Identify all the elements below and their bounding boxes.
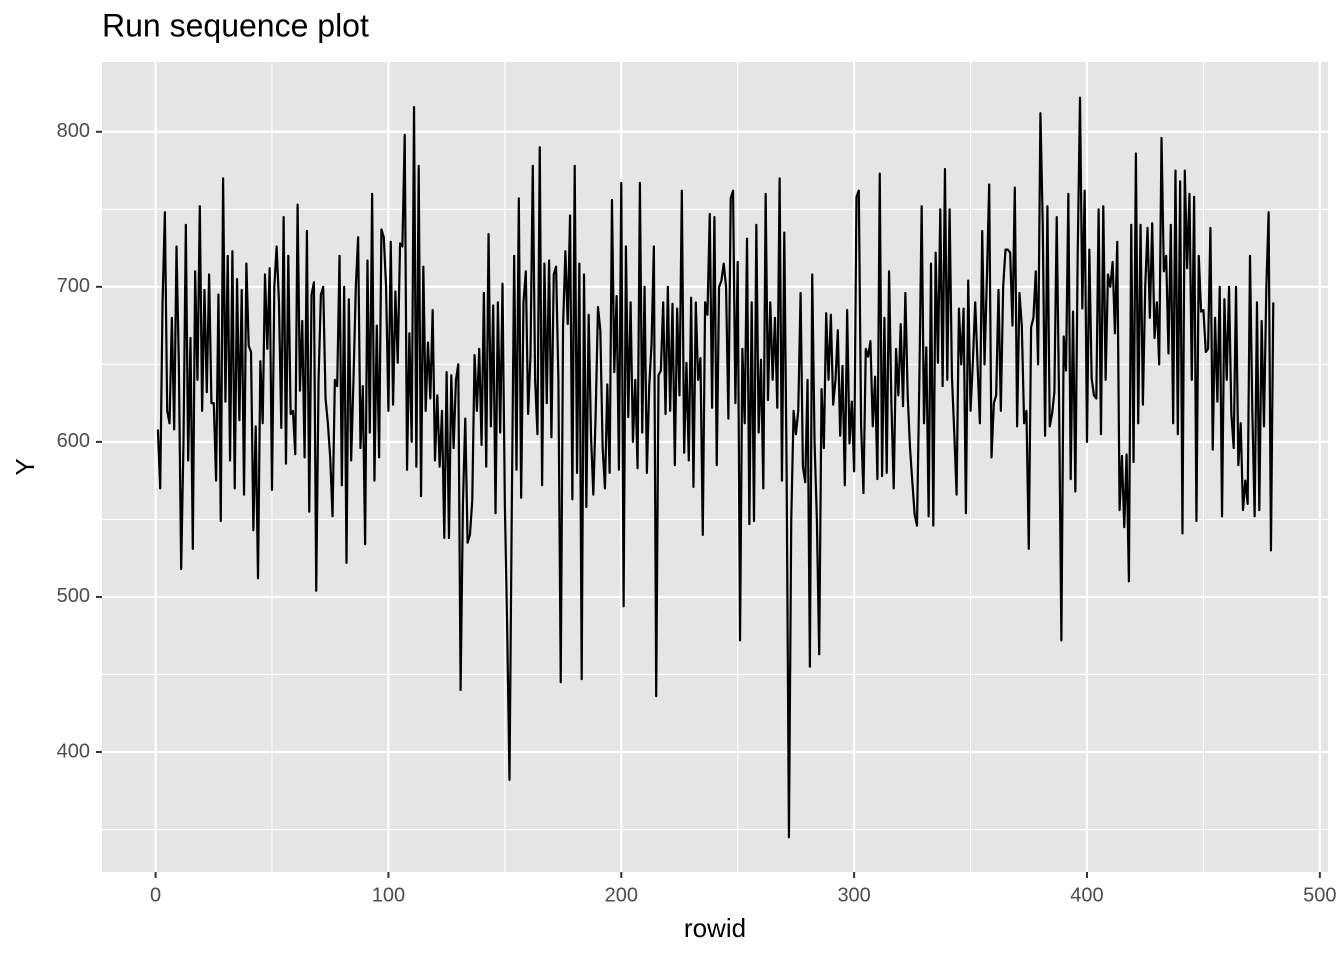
- x-axis-label: rowid: [684, 913, 746, 943]
- x-tick-label: 0: [150, 884, 161, 906]
- y-tick-label: 500: [57, 585, 90, 607]
- x-tick-label: 500: [1303, 884, 1336, 906]
- y-axis-label: Y: [10, 458, 40, 475]
- y-tick-label: 800: [57, 120, 90, 142]
- plot-background: [102, 62, 1328, 872]
- data-line: [156, 96, 1275, 839]
- x-tick-label: 100: [372, 884, 405, 906]
- y-tick-label: 600: [57, 430, 90, 452]
- x-tick-label: 300: [837, 884, 870, 906]
- x-tick-label: 200: [605, 884, 638, 906]
- y-tick-label: 700: [57, 275, 90, 297]
- x-tick-label: 400: [1070, 884, 1103, 906]
- chart-title: Run sequence plot: [102, 7, 369, 43]
- y-tick-label: 400: [57, 740, 90, 762]
